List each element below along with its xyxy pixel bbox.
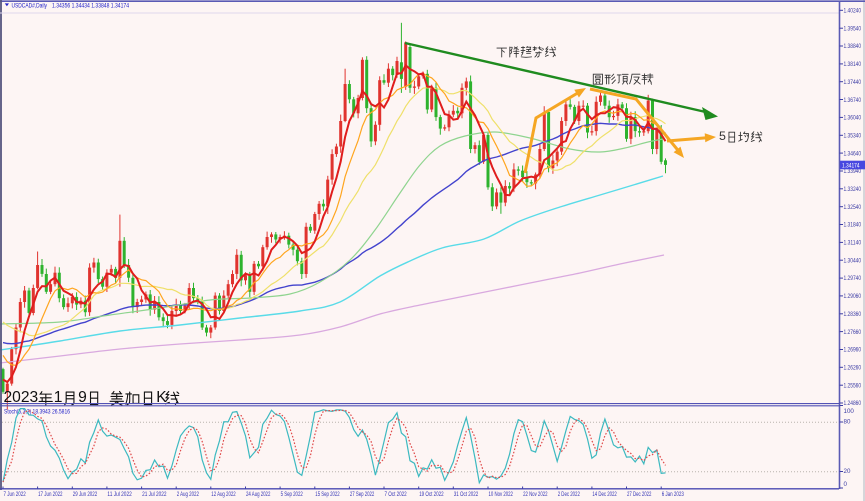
svg-text:1.34356 1.34434 1.33848 1.3417: 1.34356 1.34434 1.33848 1.34174 [52, 3, 129, 10]
svg-text:20: 20 [844, 468, 851, 475]
svg-text:1.34640: 1.34640 [844, 150, 862, 157]
svg-text:K: K [156, 389, 167, 406]
svg-text:21 Jul 2022: 21 Jul 2022 [142, 491, 167, 498]
svg-text:24 Aug 2022: 24 Aug 2022 [246, 491, 271, 498]
svg-text:USDCAD#,Daily: USDCAD#,Daily [12, 3, 48, 10]
svg-text:1.24860: 1.24860 [844, 400, 862, 407]
svg-text:1.32540: 1.32540 [844, 204, 862, 211]
svg-text:1.37440: 1.37440 [844, 79, 862, 86]
svg-text:6 Jan 2023: 6 Jan 2023 [662, 491, 685, 498]
svg-text:2 Dec 2022: 2 Dec 2022 [558, 491, 581, 498]
svg-text:1.39540: 1.39540 [844, 25, 862, 32]
svg-text:1.34174: 1.34174 [842, 162, 860, 169]
svg-text:12 Aug 2022: 12 Aug 2022 [211, 491, 236, 498]
svg-text:100: 100 [844, 408, 855, 415]
svg-text:1.38840: 1.38840 [844, 43, 862, 50]
svg-text:1.36740: 1.36740 [844, 97, 862, 104]
svg-text:1.26260: 1.26260 [844, 365, 862, 372]
svg-text:17 Jun 2022: 17 Jun 2022 [38, 491, 63, 498]
svg-text:2023: 2023 [4, 389, 39, 406]
svg-text:1.29060: 1.29060 [844, 293, 862, 300]
svg-text:29 Jun 2022: 29 Jun 2022 [73, 491, 98, 498]
svg-text:5 Sep 2022: 5 Sep 2022 [281, 491, 304, 498]
svg-text:27 Dec 2022: 27 Dec 2022 [627, 491, 652, 498]
svg-text:0: 0 [844, 481, 848, 488]
svg-text:1.28360: 1.28360 [844, 311, 862, 318]
svg-text:10 Nov 2022: 10 Nov 2022 [489, 491, 514, 498]
svg-text:1.26960: 1.26960 [844, 347, 862, 354]
svg-text:1.25560: 1.25560 [844, 382, 862, 389]
svg-text:9: 9 [78, 389, 87, 406]
svg-text:1.31140: 1.31140 [844, 240, 862, 247]
svg-text:7 Oct 2022: 7 Oct 2022 [385, 491, 408, 498]
svg-text:1.29740: 1.29740 [844, 275, 862, 282]
svg-text:Stoch(5,3,3) 18.3943 26.5816: Stoch(5,3,3) 18.3943 26.5816 [4, 409, 70, 416]
svg-text:1.33240: 1.33240 [844, 186, 862, 193]
svg-text:1: 1 [54, 389, 63, 406]
svg-text:2 Aug 2022: 2 Aug 2022 [177, 491, 200, 498]
svg-text:80: 80 [844, 418, 851, 425]
svg-text:1.31840: 1.31840 [844, 222, 862, 229]
svg-text:1.35340: 1.35340 [844, 133, 862, 140]
svg-text:19 Oct 2022: 19 Oct 2022 [419, 491, 444, 498]
svg-text:1.30440: 1.30440 [844, 257, 862, 264]
svg-text:7 Jun 2022: 7 Jun 2022 [4, 491, 27, 498]
svg-text:11 Jul 2022: 11 Jul 2022 [107, 491, 132, 498]
svg-text:1.27660: 1.27660 [844, 329, 862, 336]
svg-text:1.36040: 1.36040 [844, 115, 862, 122]
svg-text:31 Oct 2022: 31 Oct 2022 [454, 491, 479, 498]
svg-text:27 Sep 2022: 27 Sep 2022 [350, 491, 375, 498]
svg-text:1.33940: 1.33940 [844, 168, 862, 175]
svg-text:14 Dec 2022: 14 Dec 2022 [592, 491, 617, 498]
svg-text:5: 5 [719, 129, 726, 143]
svg-text:1.40240: 1.40240 [844, 8, 862, 15]
svg-text:22 Nov 2022: 22 Nov 2022 [523, 491, 548, 498]
svg-text:1.38140: 1.38140 [844, 61, 862, 68]
svg-text:15 Sep 2022: 15 Sep 2022 [315, 491, 340, 498]
